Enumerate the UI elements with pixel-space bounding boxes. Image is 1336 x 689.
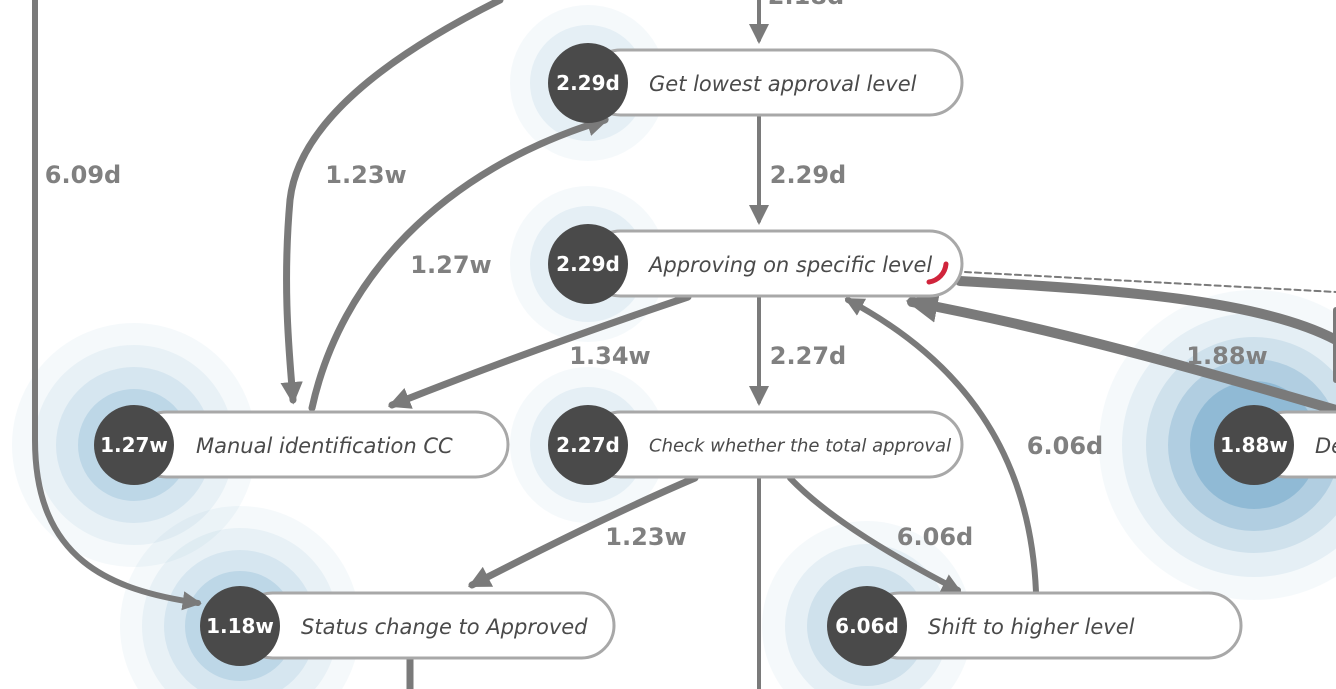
node-duration: 1.88w — [1220, 433, 1288, 457]
edge-line — [844, 297, 1039, 595]
node-approving-on-specific-level[interactable]: 2.29d Approving on specific level — [548, 224, 964, 304]
node-label: Approving on specific level — [647, 253, 932, 277]
nodes: 2.29d Get lowest approval level 2.29d Ap… — [94, 43, 1336, 666]
edge-label: 6.06d — [897, 523, 973, 551]
node-duration-badge — [548, 43, 628, 123]
node-duration-badge — [1214, 405, 1294, 485]
edge-label: 1.27w — [410, 251, 491, 279]
edge-label: 6.09d — [45, 161, 121, 189]
edge-line — [964, 271, 1336, 293]
node-duration-badge — [827, 586, 907, 666]
edge-label: 1.23w — [325, 161, 406, 189]
node-check-whether-total-approval[interactable]: 2.27d Check whether the total approval — [548, 405, 964, 485]
node-label: Get lowest approval level — [649, 72, 917, 96]
node-duration: 6.06d — [835, 614, 899, 638]
edge-line — [787, 475, 962, 593]
edge-label: 2.29d — [770, 161, 846, 189]
node-de-node[interactable]: 1.88w De — [1214, 405, 1336, 485]
node-duration-badge — [200, 586, 280, 666]
node-status-change-to-approved[interactable]: 1.18w Status change to Approved — [200, 586, 616, 666]
edge-line — [280, 0, 504, 405]
edge-label: 2.18d — [768, 0, 844, 10]
node-label: Manual identification CC — [196, 434, 453, 458]
node-label: Shift to higher level — [928, 615, 1135, 639]
node-label: Check whether the total approval — [649, 436, 951, 457]
edge-label: 1.34w — [569, 342, 650, 370]
edge-labels: 2.18d 2.29d 1.23w 1.27w 6.09d 1.34w 2.27… — [45, 0, 1268, 551]
edge-line — [955, 276, 1336, 345]
node-manual-identification-cc[interactable]: 1.27w Manual identification CC — [94, 405, 510, 485]
edge-line — [387, 293, 692, 409]
edge-line — [308, 114, 610, 412]
edge-line — [905, 291, 1336, 415]
node-label: De — [1315, 434, 1336, 458]
edge-line — [468, 474, 699, 589]
node-duration-badge — [94, 405, 174, 485]
node-label: Status change to Approved — [301, 615, 588, 639]
node-duration: 2.29d — [556, 71, 620, 95]
node-duration-badge — [548, 405, 628, 485]
edge-label: 6.06d — [1027, 432, 1103, 460]
node-duration: 1.27w — [100, 433, 168, 457]
node-duration: 2.27d — [556, 433, 620, 457]
edge-line — [32, 0, 202, 611]
node-duration: 2.29d — [556, 252, 620, 276]
node-duration-badge — [548, 224, 628, 304]
edge-label: 1.23w — [605, 523, 686, 551]
edge-label: 2.27d — [770, 342, 846, 370]
node-shift-to-higher-level[interactable]: 6.06d Shift to higher level — [827, 586, 1243, 666]
node-duration: 1.18w — [206, 614, 274, 638]
node-get-lowest-approval-level[interactable]: 2.29d Get lowest approval level — [548, 43, 964, 123]
edges — [32, 0, 1336, 689]
edge-label: 1.88w — [1186, 342, 1267, 370]
alert-arc-icon — [926, 261, 949, 285]
